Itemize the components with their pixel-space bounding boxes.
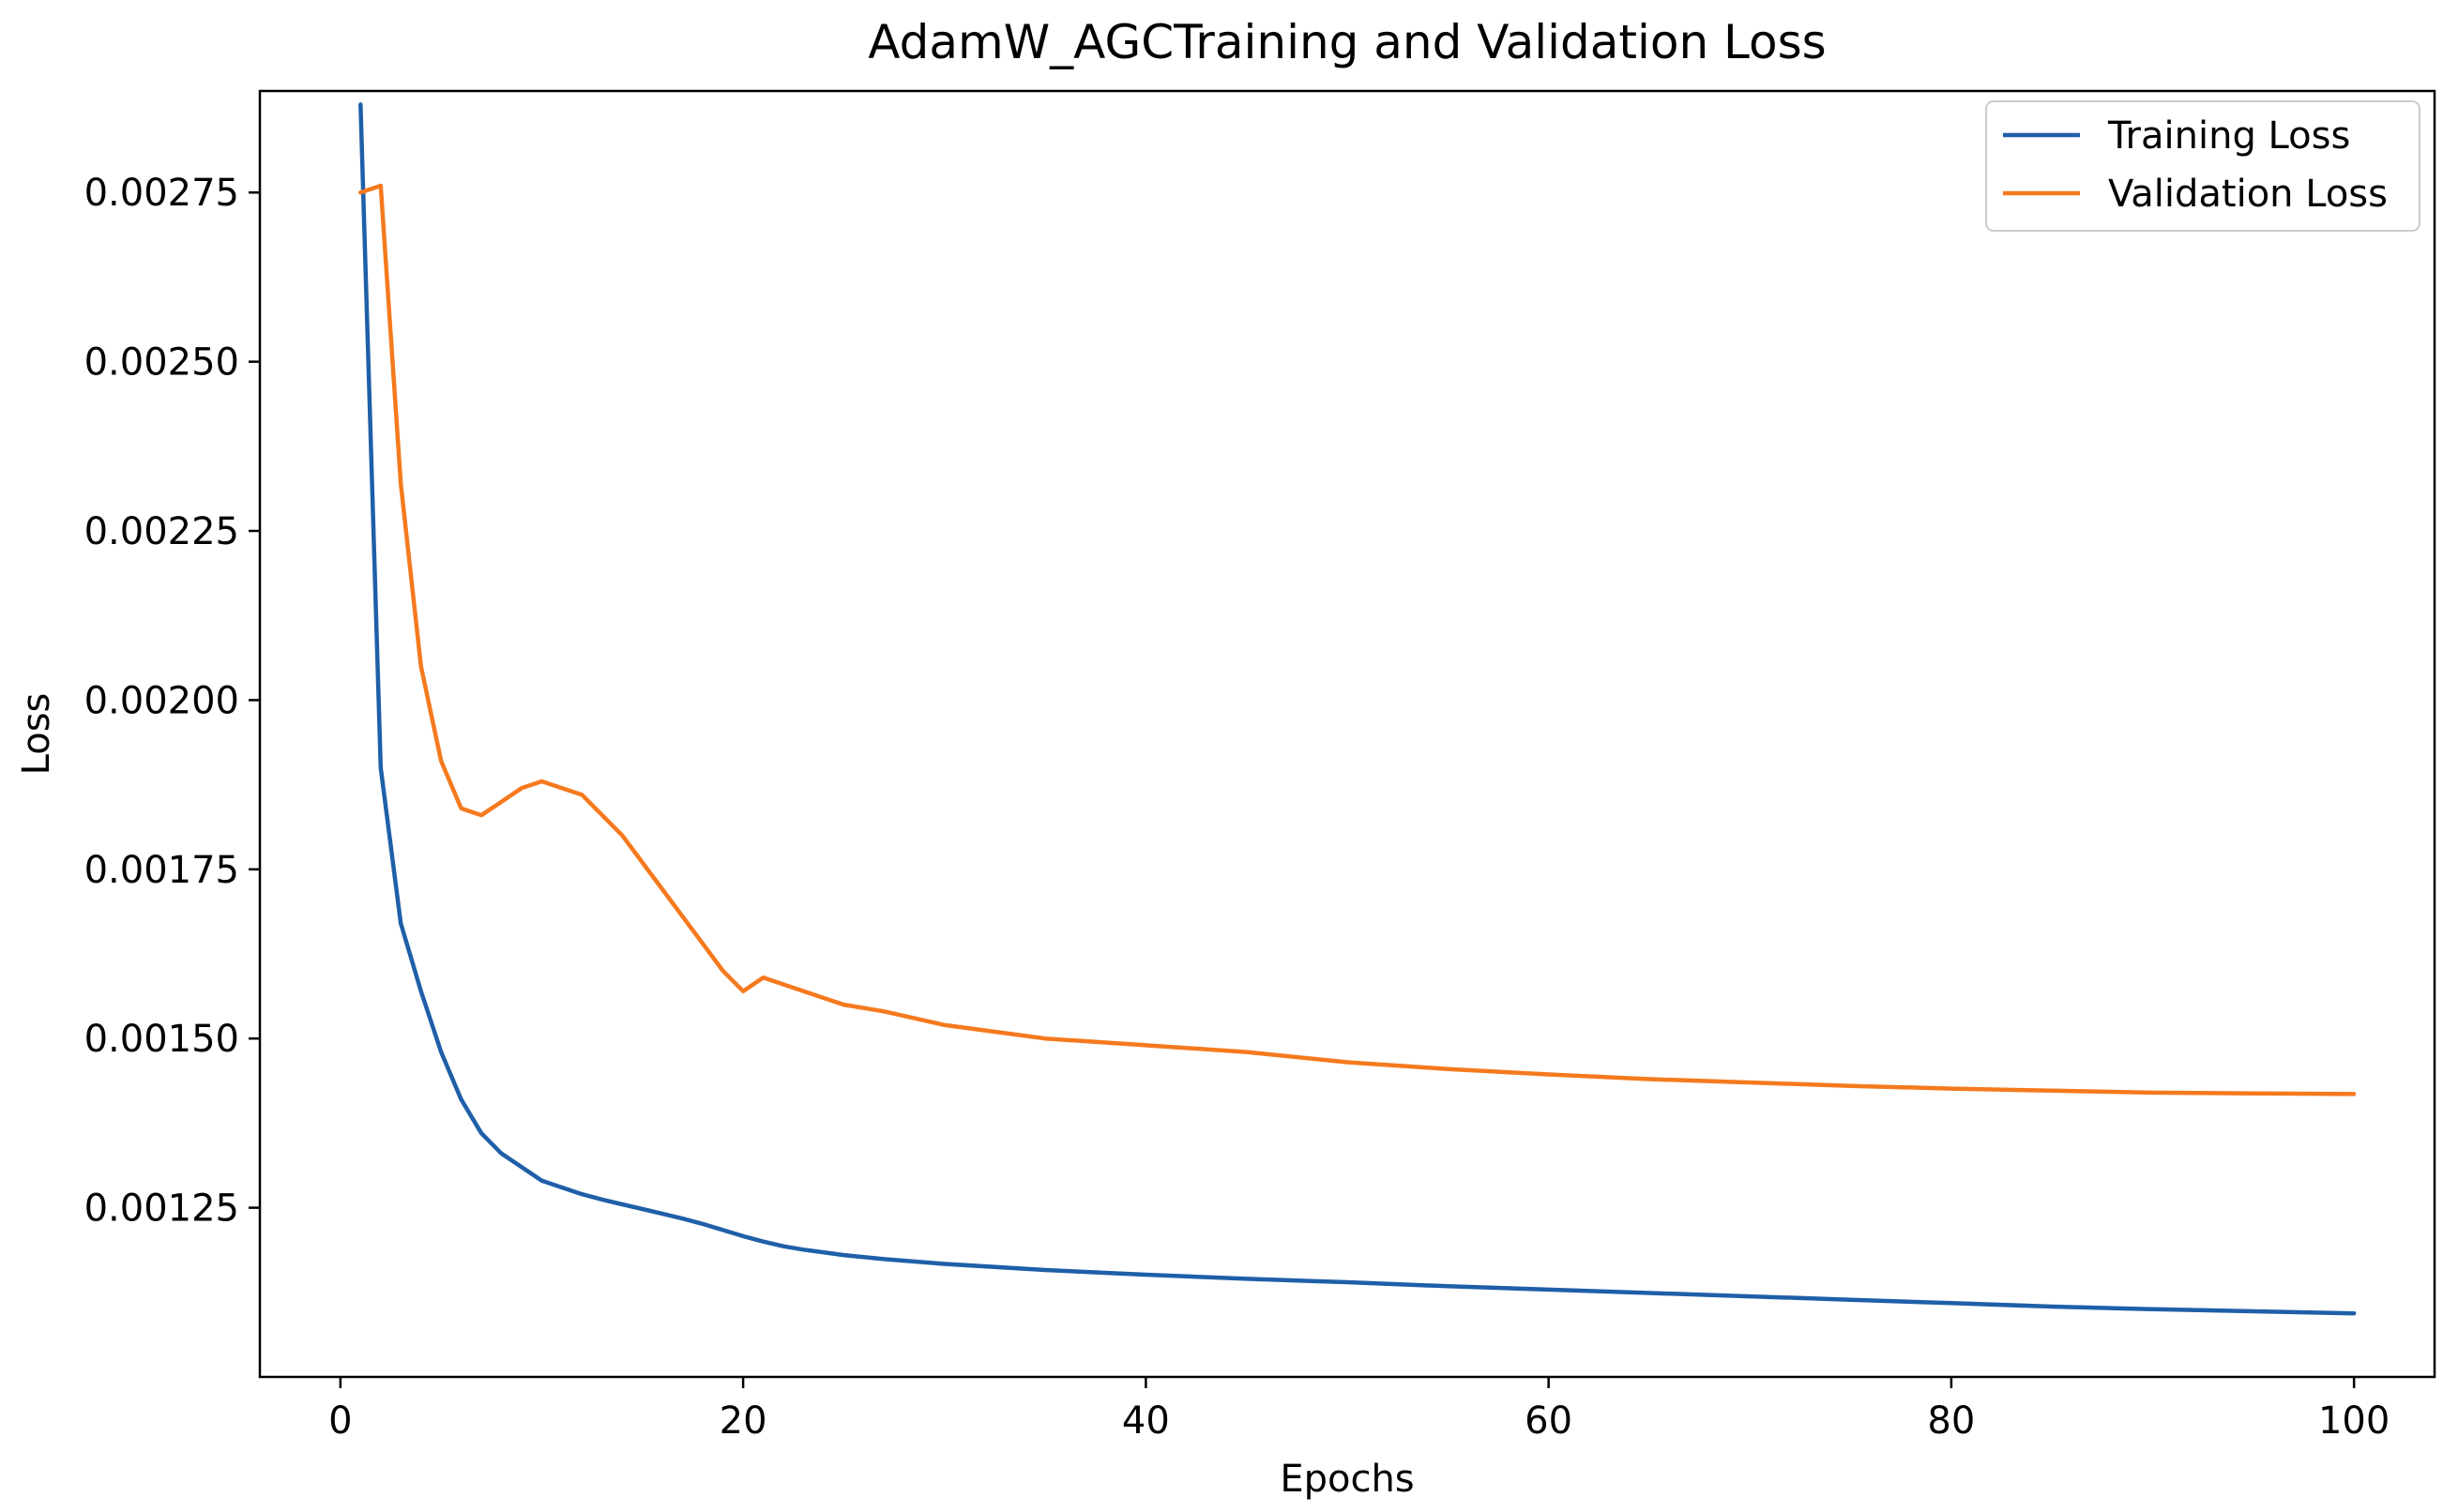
legend-label: Validation Loss	[2108, 173, 2388, 216]
legend-label: Training Loss	[2107, 114, 2350, 158]
y-tick-label: 0.00200	[84, 679, 239, 722]
x-tick-label: 40	[1122, 1399, 1170, 1443]
plot-frame	[258, 89, 2436, 1379]
x-axis-title: Epochs	[1280, 1458, 1414, 1501]
legend: Training Loss Validation Loss	[1985, 100, 2420, 232]
y-tick-label: 0.00275	[84, 172, 239, 215]
y-tick-label: 0.00150	[84, 1018, 239, 1061]
x-tick-label: 80	[1927, 1399, 1975, 1443]
x-tick-label: 100	[2318, 1399, 2390, 1443]
legend-box	[1985, 100, 2420, 232]
y-tick-label: 0.00175	[84, 849, 239, 892]
y-tick-label: 0.00125	[84, 1187, 239, 1231]
x-tick-label: 0	[328, 1399, 352, 1443]
plot-area	[258, 89, 2436, 1379]
chart-title: AdamW_AGCTraining and Validation Loss	[868, 15, 1826, 69]
y-tick-label: 0.00225	[84, 510, 239, 553]
x-axis: 0 20 40 60 80 100	[328, 1377, 2390, 1443]
series-line-training-loss	[358, 102, 2357, 1316]
y-tick-label: 0.00250	[84, 341, 239, 385]
y-axis: 0.00125 0.00150 0.00175 0.00200 0.00225 0.002…	[84, 172, 260, 1231]
y-axis-title: Loss	[15, 693, 58, 776]
x-tick-label: 60	[1525, 1399, 1572, 1443]
x-tick-label: 20	[720, 1399, 767, 1443]
series-line-validation-loss	[358, 183, 2357, 1096]
series-layer	[358, 102, 2357, 1316]
